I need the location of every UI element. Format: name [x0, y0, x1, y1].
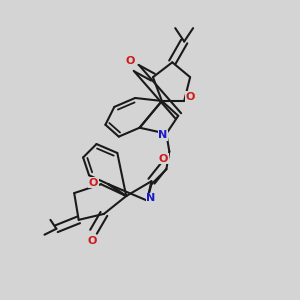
Text: O: O [126, 56, 135, 66]
Text: N: N [146, 193, 155, 203]
Text: O: O [185, 92, 195, 101]
Text: N: N [158, 130, 167, 140]
Text: O: O [89, 178, 98, 188]
Text: O: O [159, 154, 168, 164]
Text: O: O [87, 236, 97, 246]
Text: O: O [126, 56, 135, 66]
